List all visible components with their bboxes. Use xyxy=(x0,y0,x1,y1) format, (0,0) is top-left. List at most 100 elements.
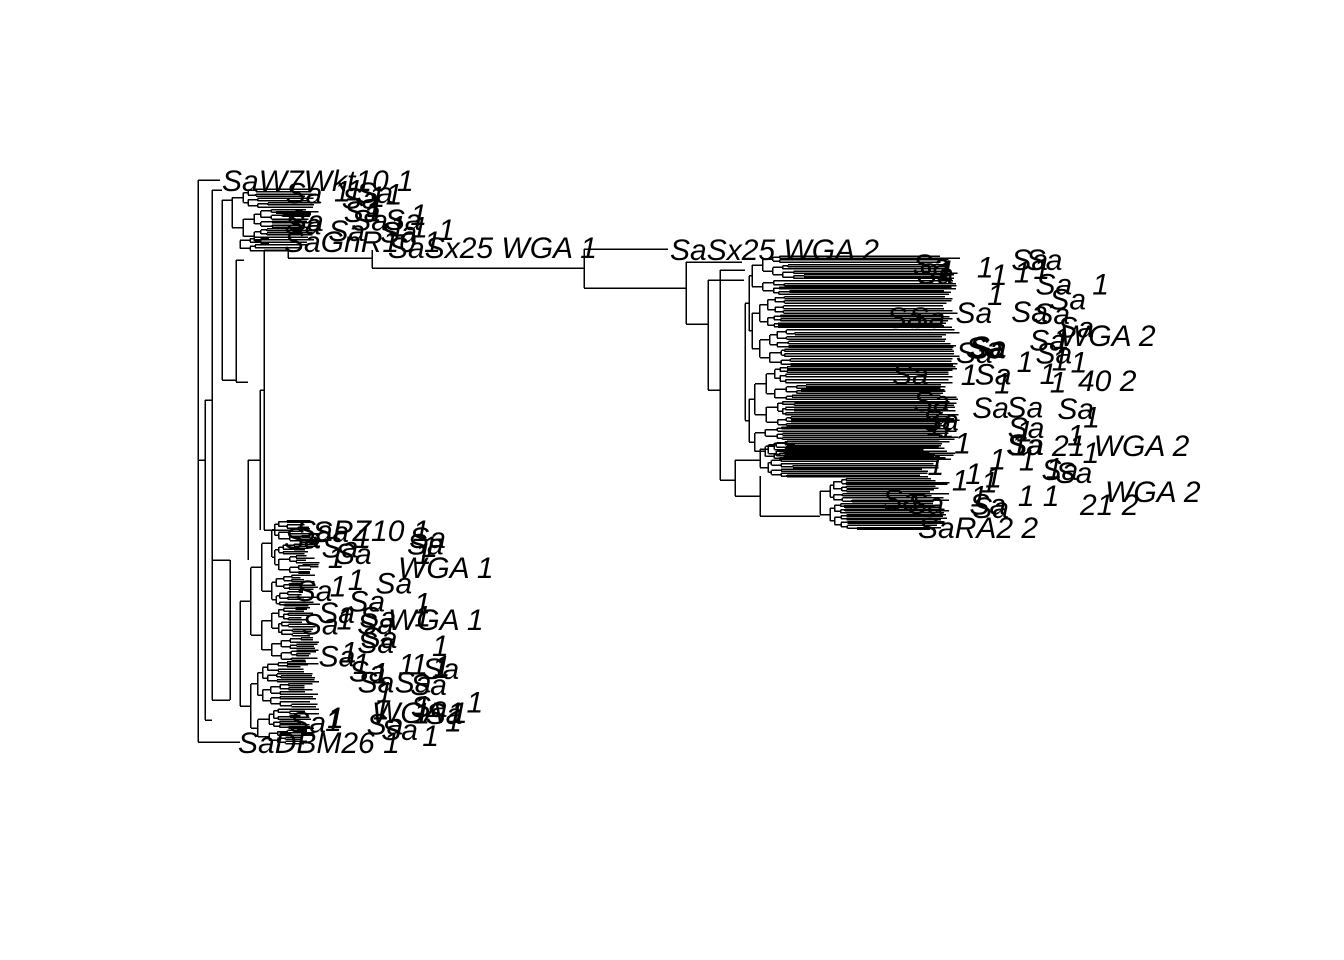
overlapping-tip-label: 1 xyxy=(1050,366,1067,399)
overlapping-tip-label: Sa xyxy=(969,333,1006,366)
overlapping-tip-label: Sa xyxy=(956,337,993,370)
overlapping-tip-label: Sa xyxy=(360,602,397,635)
overlapping-tip-label: 1 xyxy=(327,702,344,735)
overlapping-tip-label: 1 xyxy=(1017,346,1034,379)
overlapping-tip-label: 1 xyxy=(989,444,1006,477)
overlapping-tip-label: 1 xyxy=(386,179,403,212)
overlapping-tip-label: 1 xyxy=(1040,358,1057,391)
overlapping-tip-label: Sa xyxy=(348,586,385,619)
overlapping-tip-label: 1 xyxy=(938,255,955,288)
overlapping-tip-label: Sa xyxy=(1011,296,1048,329)
overlapping-tip-label: Sa xyxy=(410,669,447,702)
overlapping-tip-label: Sa xyxy=(1057,312,1094,345)
overlapping-tip-label: 1 xyxy=(1083,402,1100,435)
tip-label: SaSx25 WGA 1 xyxy=(388,232,597,265)
overlapping-tip-label: 1 xyxy=(928,449,945,482)
overlapping-tip-label: Sa xyxy=(917,258,954,291)
overlapping-tip-label: 1 xyxy=(987,279,1004,312)
overlapping-tip-label: Sa xyxy=(376,568,413,601)
overlapping-tip-label: Sa xyxy=(1011,244,1048,277)
overlapping-tip-label: Sa xyxy=(423,653,460,686)
overlapping-tip-label: 1 xyxy=(438,214,455,247)
overlapping-tip-label: Sa xyxy=(1057,393,1094,426)
tip-label: SaRA2 2 xyxy=(918,512,1038,545)
overlapping-tip-label: 1 xyxy=(1052,344,1069,377)
tip-labels: SaW7Wkt10 1 SaGnR10 1 SaSx25 WGA 1 SaSx2… xyxy=(222,165,1201,760)
overlapping-tip-label: 1 xyxy=(410,199,427,232)
overlapping-tip-label: 1 xyxy=(981,466,998,499)
overlapping-tip-label: 1 xyxy=(991,259,1008,292)
overlapping-tip-label: Sa xyxy=(1056,457,1093,490)
overlapping-tip-label: 1 xyxy=(373,694,390,727)
tip-label: WGA 2 xyxy=(1060,320,1156,353)
overlapping-tip-label: Sa xyxy=(975,358,1012,391)
overlapping-tip-label: Sa xyxy=(407,529,444,562)
overlapping-tip-label: Sa xyxy=(1036,269,1073,302)
overlapping-tip-label: Sa xyxy=(286,178,323,211)
overlapping-tip-label: 1 xyxy=(952,465,969,498)
overlapping-tip-label: Sa xyxy=(1006,429,1043,462)
overlapping-tip-label: Sa xyxy=(357,608,394,641)
overlapping-tip-label: 1 xyxy=(341,637,358,670)
overlapping-tip-label: 1 xyxy=(328,542,345,575)
overlapping-tip-label: Sa xyxy=(289,707,326,740)
overlapping-tip-label: Sa xyxy=(970,488,1007,521)
overlapping-tip-label: Sa xyxy=(349,656,386,689)
overlapping-tip-label: Sa xyxy=(357,627,394,660)
overlapping-tip-label: Sa xyxy=(913,386,950,419)
overlapping-tip-label: Sa xyxy=(913,249,950,282)
tip-label: 21 WGA 2 xyxy=(1051,430,1190,463)
overlapping-tip-label: 1 xyxy=(434,650,451,683)
overlapping-tip-label: Sa xyxy=(342,182,379,215)
overlapping-tip-label: 1 xyxy=(938,412,955,445)
overlapping-tip-label: Sa xyxy=(887,302,924,335)
overlapping-tip-label: 1 xyxy=(961,359,978,392)
overlapping-tip-label: 1 xyxy=(1067,419,1084,452)
overlapping-tip-label: 1 xyxy=(346,174,363,207)
tip-label: 40 2 xyxy=(1078,365,1137,398)
overlapping-tip-label: 1 xyxy=(390,210,407,243)
overlapping-tip-label: Sa xyxy=(409,522,446,555)
overlapping-tip-label: Sa xyxy=(361,622,398,655)
overlapping-tip-label: Sa xyxy=(1026,244,1063,277)
overlapping-tip-label: 1 xyxy=(954,428,971,461)
overlapping-tip-label: 1 xyxy=(1033,253,1050,286)
overlapping-tip-label: Sa xyxy=(296,575,333,608)
overlapping-tip-label: 1 xyxy=(445,706,462,739)
overlapping-tip-label: 1 xyxy=(447,697,464,730)
tip-label: WGA 1 xyxy=(398,552,494,585)
overlapping-tip-label: Sa xyxy=(970,331,1007,364)
overlapping-tip-label: 1 xyxy=(411,649,428,682)
overlapping-tip-label: Sa xyxy=(1036,338,1073,371)
overlapping-tip-label: Sa xyxy=(1029,324,1066,357)
overlapping-tip-label: Sa xyxy=(380,217,417,250)
overlapping-tip-label: 1 xyxy=(365,195,382,228)
overlapping-tip-label: 1 xyxy=(467,686,484,719)
overlapping-tip-label: 1 xyxy=(354,522,371,555)
overlapping-tip-label: 1 xyxy=(1011,430,1028,463)
overlapping-tip-label: 1 xyxy=(369,181,386,214)
overlapping-tip-label: Sa xyxy=(395,667,432,700)
overlapping-tip-label: 1 xyxy=(337,603,354,636)
overlapping-tip-label: Sa xyxy=(381,714,418,747)
overlapping-tip-label: Sa xyxy=(312,516,349,549)
overlapping-tip-label: Sa xyxy=(356,177,393,210)
overlapping-tip-label: Sa xyxy=(907,488,944,521)
overlapping-tip-label: Sa xyxy=(966,332,1003,365)
overlapping-tip-label: Sa xyxy=(385,204,422,237)
overlapping-tip-label: Sa xyxy=(909,302,946,335)
overlapping-tip-label: 1 xyxy=(965,458,982,491)
overlapping-tip-label: Sa xyxy=(344,196,381,229)
overlapping-tip-label: Sa xyxy=(322,532,359,565)
overlapping-tip-label: 1 xyxy=(415,538,432,571)
overlapping-tip-label: 1 xyxy=(414,698,431,731)
overlapping-tip-label: Sa xyxy=(972,492,1009,525)
overlapping-tip-label: Sa xyxy=(302,609,339,642)
overlapping-tip-label: 1 xyxy=(985,462,1002,495)
overlapping-tip-label: 1 xyxy=(411,212,428,245)
overlapping-tip-label: Sa xyxy=(892,359,929,392)
overlapping-tip-label: Sa xyxy=(1042,454,1079,487)
overlapping-tip-label: 1 xyxy=(1014,256,1031,289)
tip-label: SaW7Wkt10 1 xyxy=(222,165,414,198)
overlapping-tip-label: Sa xyxy=(335,538,372,571)
